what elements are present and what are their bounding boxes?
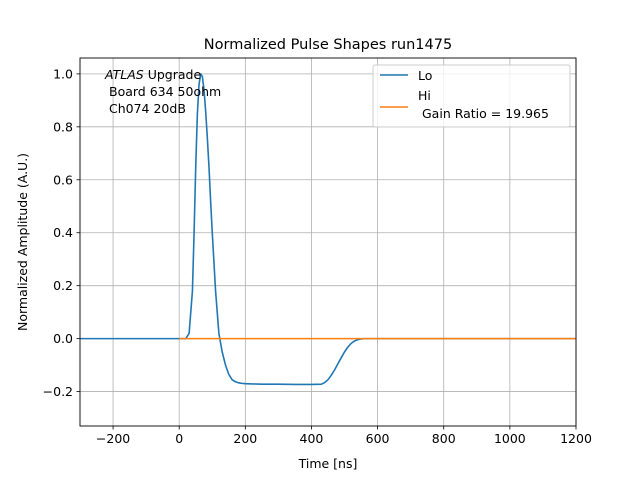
x-tick-label: 200 bbox=[233, 431, 257, 446]
x-axis: −200 0 200 400 600 800 1000 1200 bbox=[96, 426, 592, 446]
y-tick-label: −0.2 bbox=[43, 384, 73, 399]
legend: Lo Hi Gain Ratio = 19.965 bbox=[372, 64, 571, 128]
x-axis-label: Time [ns] bbox=[298, 456, 358, 471]
series-line-lo bbox=[80, 73, 576, 386]
chart-title: Normalized Pulse Shapes run1475 bbox=[204, 37, 452, 53]
series-group bbox=[80, 73, 576, 386]
annotation-line-3: Ch074 20dB bbox=[109, 101, 186, 116]
x-tick-label: 0 bbox=[175, 431, 183, 446]
y-tick-label: 0.2 bbox=[53, 278, 73, 293]
legend-label-hi-line2: Gain Ratio = 19.965 bbox=[422, 106, 549, 121]
y-axis: −0.2 0.0 0.2 0.4 0.6 0.8 1.0 bbox=[43, 66, 80, 399]
y-tick-label: 0.8 bbox=[53, 119, 73, 134]
plot-frame bbox=[79, 57, 577, 427]
y-tick-label: 0.6 bbox=[53, 172, 73, 187]
annotation-line-1: ATLAS Upgrade bbox=[104, 67, 201, 82]
x-tick-label: 800 bbox=[432, 431, 456, 446]
annotation: ATLAS Upgrade Board 634 50ohm Ch074 20dB bbox=[104, 67, 221, 116]
legend-frame bbox=[372, 64, 571, 128]
x-tick-label: 1000 bbox=[494, 431, 526, 446]
x-tick-label: −200 bbox=[96, 431, 130, 446]
annotation-upgrade: Upgrade bbox=[144, 67, 202, 82]
y-tick-label: 1.0 bbox=[53, 66, 73, 81]
legend-label-hi-line1: Hi bbox=[418, 88, 431, 103]
annotation-line-2: Board 634 50ohm bbox=[109, 84, 221, 99]
annotation-atlas: ATLAS bbox=[104, 67, 144, 82]
x-tick-label: 1200 bbox=[560, 431, 592, 446]
legend-label-lo: Lo bbox=[418, 68, 432, 83]
y-tick-label: 0.4 bbox=[53, 225, 73, 240]
y-tick-label: 0.0 bbox=[53, 331, 73, 346]
x-tick-label: 400 bbox=[300, 431, 324, 446]
x-tick-label: 600 bbox=[366, 431, 390, 446]
y-axis-label: Normalized Amplitude (A.U.) bbox=[15, 153, 30, 331]
